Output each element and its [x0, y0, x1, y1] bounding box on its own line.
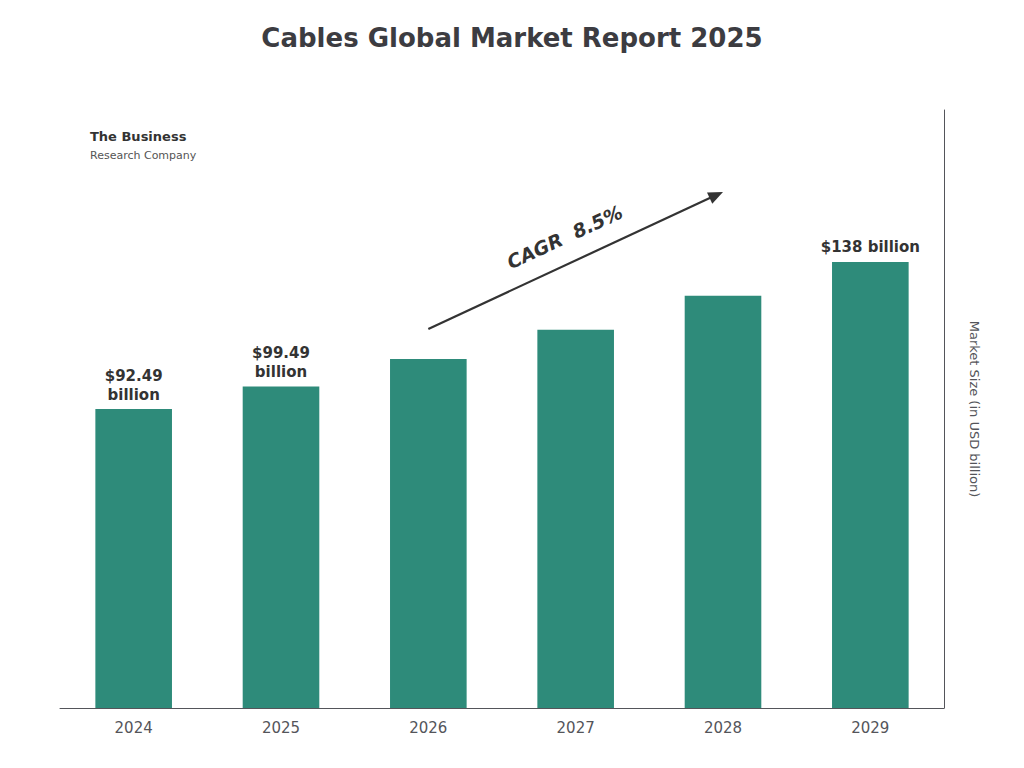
- svg-text:2025: 2025: [262, 719, 300, 737]
- svg-text:2026: 2026: [409, 719, 447, 737]
- svg-text:2024: 2024: [115, 719, 153, 737]
- svg-text:Research Company: Research Company: [90, 149, 197, 162]
- svg-text:2028: 2028: [704, 719, 742, 737]
- svg-text:2027: 2027: [557, 719, 595, 737]
- svg-text:Market Size (in USD billion): Market Size (in USD billion): [967, 321, 982, 498]
- svg-text:The Business: The Business: [90, 129, 187, 144]
- svg-text:$99.49: $99.49: [252, 344, 310, 362]
- svg-text:Cables Global Market Report 20: Cables Global Market Report 2025: [261, 23, 762, 53]
- svg-text:billion: billion: [108, 386, 160, 404]
- svg-text:2029: 2029: [851, 719, 889, 737]
- svg-text:billion: billion: [255, 363, 307, 381]
- svg-text:$92.49: $92.49: [105, 367, 163, 385]
- svg-text:$138 billion: $138 billion: [821, 238, 920, 256]
- svg-text:CAGR 8.5%: CAGR 8.5%: [503, 201, 625, 274]
